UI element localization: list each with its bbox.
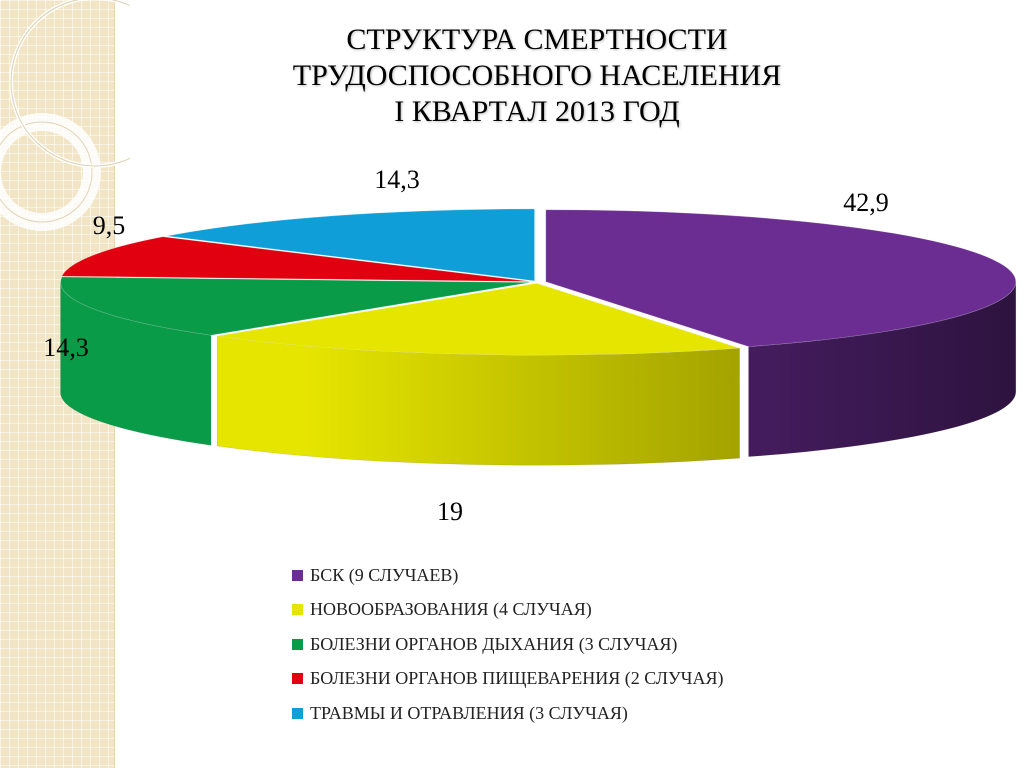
legend-swatch [292, 569, 303, 581]
legend-label: БОЛЕЗНИ ОРГАНОВ ПИЩЕВАРЕНИЯ (2 СЛУЧАЯ) [310, 668, 724, 689]
legend-item-3: БОЛЕЗНИ ОРГАНОВ ПИЩЕВАРЕНИЯ (2 СЛУЧАЯ) [292, 662, 723, 697]
pie-slice-3 [61, 236, 531, 282]
legend-swatch [292, 638, 303, 650]
decorative-rings [0, 0, 130, 231]
pie-slice-0 [545, 209, 1017, 348]
pie-slice-side-1 [216, 335, 740, 466]
chart-legend: БСК (9 СЛУЧАЕВ) НОВООБРАЗОВАНИЯ (4 СЛУЧАЯ… [292, 558, 723, 731]
legend-item-4: ТРАВМЫ И ОТРАВЛЕНИЯ (3 СЛУЧАЯ) [292, 696, 723, 731]
data-label-4: 14,3 [374, 165, 420, 194]
legend-swatch [292, 604, 303, 616]
legend-item-0: БСК (9 СЛУЧАЕВ) [292, 558, 723, 593]
data-label-2: 14,3 [43, 333, 89, 362]
pie-slice-1 [217, 282, 740, 356]
pie-slice-2 [60, 276, 531, 336]
legend-swatch [292, 707, 303, 719]
legend-label: БОЛЕЗНИ ОРГАНОВ ДЫХАНИЯ (3 СЛУЧАЯ) [310, 633, 678, 654]
data-label-0: 42,9 [843, 188, 889, 217]
legend-item-2: БОЛЕЗНИ ОРГАНОВ ДЫХАНИЯ (3 СЛУЧАЯ) [292, 627, 723, 662]
legend-label: БСК (9 СЛУЧАЕВ) [310, 564, 459, 585]
legend-label: ТРАВМЫ И ОТРАВЛЕНИЯ (3 СЛУЧАЯ) [310, 702, 628, 723]
legend-item-1: НОВООБРАЗОВАНИЯ (4 СЛУЧАЯ) [292, 593, 723, 628]
legend-label: НОВООБРАЗОВАНИЯ (4 СЛУЧАЯ) [310, 599, 592, 620]
pie-slice-4 [166, 208, 535, 282]
chart-title: СТРУКТУРА СМЕРТНОСТИ ТРУДОСПОСОБНОГО НАС… [292, 23, 782, 128]
data-label-1: 19 [437, 497, 463, 526]
data-label-3: 9,5 [92, 211, 126, 240]
legend-swatch [292, 673, 303, 685]
